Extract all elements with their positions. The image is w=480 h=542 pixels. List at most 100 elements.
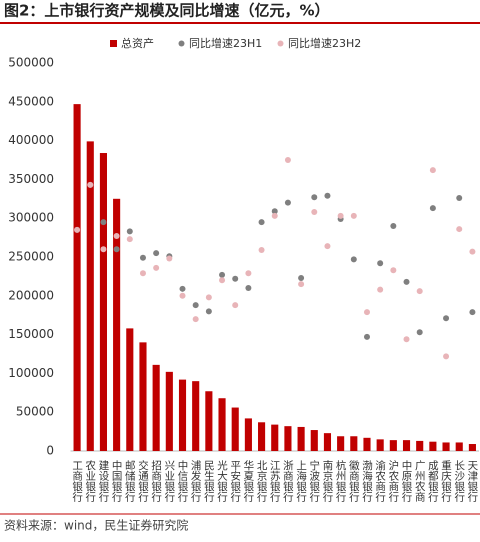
x-tick-label: 徽商银行 [348,459,360,503]
dot [113,246,120,253]
bar [455,442,463,451]
dot [298,281,305,288]
dot [284,157,291,163]
x-tick-label: 浦发银行 [190,459,202,503]
x-tick-label: 渤海银行 [361,459,373,503]
y-tick-label: 200000 [8,288,54,302]
dot [271,212,278,219]
y-tick-label: 50000 [16,405,54,419]
dot [443,353,450,360]
dot [403,278,410,285]
dot [153,250,160,257]
x-tick-label: 沪农商行 [387,459,399,503]
dot [377,260,384,267]
x-tick-label: 成都银行 [427,460,439,503]
bar [310,430,318,451]
y-tick-label: 350000 [8,172,54,186]
dot [456,226,463,233]
dot [403,336,410,343]
dot [416,329,423,336]
bar [192,381,200,451]
bar [73,104,81,452]
dot [416,288,423,295]
dot [205,294,212,301]
dot [284,199,291,206]
source-note: 资料来源：wind，民生证券研究院 [4,518,188,533]
bar [271,424,279,451]
dot [139,254,146,261]
dot [245,285,252,292]
dot [271,208,278,215]
x-tick-label: 光大银行 [216,459,228,503]
y-tick-label: 300000 [8,211,54,225]
dot [245,270,252,277]
bar [244,418,252,451]
x-tick-label: 北京银行 [256,460,268,503]
dot [139,270,146,277]
x-tick-label: 江苏银行 [269,460,281,503]
legend-label: 同比增速23H2 [288,36,361,50]
dot [311,208,318,215]
dot [179,292,186,299]
bar [205,391,213,451]
y-tick-label: 0 [46,444,54,458]
bar [402,440,411,451]
dot [113,233,120,240]
bar [429,441,437,451]
dot [192,316,199,323]
x-tick-label: 华夏银行 [242,459,254,503]
dot [192,302,199,309]
dot [74,226,81,233]
bar [376,439,384,451]
bar [416,440,424,451]
bar [139,342,147,451]
x-tick-label: 宁波银行 [308,459,320,503]
dot [390,222,397,229]
bar [323,433,332,451]
x-tick-label: 南京银行 [321,459,333,503]
dot [87,181,94,188]
bar [218,398,226,451]
bar [86,141,94,451]
x-tick-label: 长沙银行 [453,460,465,503]
x-tick-label: 农业银行 [84,459,96,503]
y-tick-label: 450000 [8,94,54,108]
dot [363,333,370,340]
x-tick-label: 兴业银行 [163,460,175,503]
x-tick-label: 广州农商 [414,460,426,503]
dot [456,195,463,202]
bar [178,379,187,451]
x-tick-label: 中国银行 [111,459,123,503]
bar [99,153,108,452]
y-tick-label: 400000 [8,133,54,147]
dot [258,247,265,254]
bar [363,437,371,451]
dot [166,255,173,262]
x-tick-label: 工商银行 [71,460,83,503]
legend-label: 总资产 [121,36,154,50]
x-tick-label: 浙商银行 [282,460,294,503]
y-tick-label: 100000 [8,366,54,380]
x-tick-label: 民生银行 [203,460,215,503]
dot [324,192,331,199]
bar [284,426,292,451]
dot [126,228,133,235]
dot [350,212,357,219]
bar [165,371,173,451]
dot [469,248,476,255]
dot [219,277,226,284]
dot [429,167,436,174]
dot [390,267,397,274]
bar [126,328,134,451]
bar [113,198,121,451]
dot [232,302,239,309]
dot [205,308,212,315]
x-tick-label: 上海银行 [295,460,307,503]
bar [468,444,476,451]
x-tick-label: 重庆银行 [440,459,452,503]
x-tick-label: 建设银行 [97,459,109,503]
y-tick-label: 500000 [8,56,54,70]
legend-swatch [110,40,117,47]
bar [350,436,358,451]
